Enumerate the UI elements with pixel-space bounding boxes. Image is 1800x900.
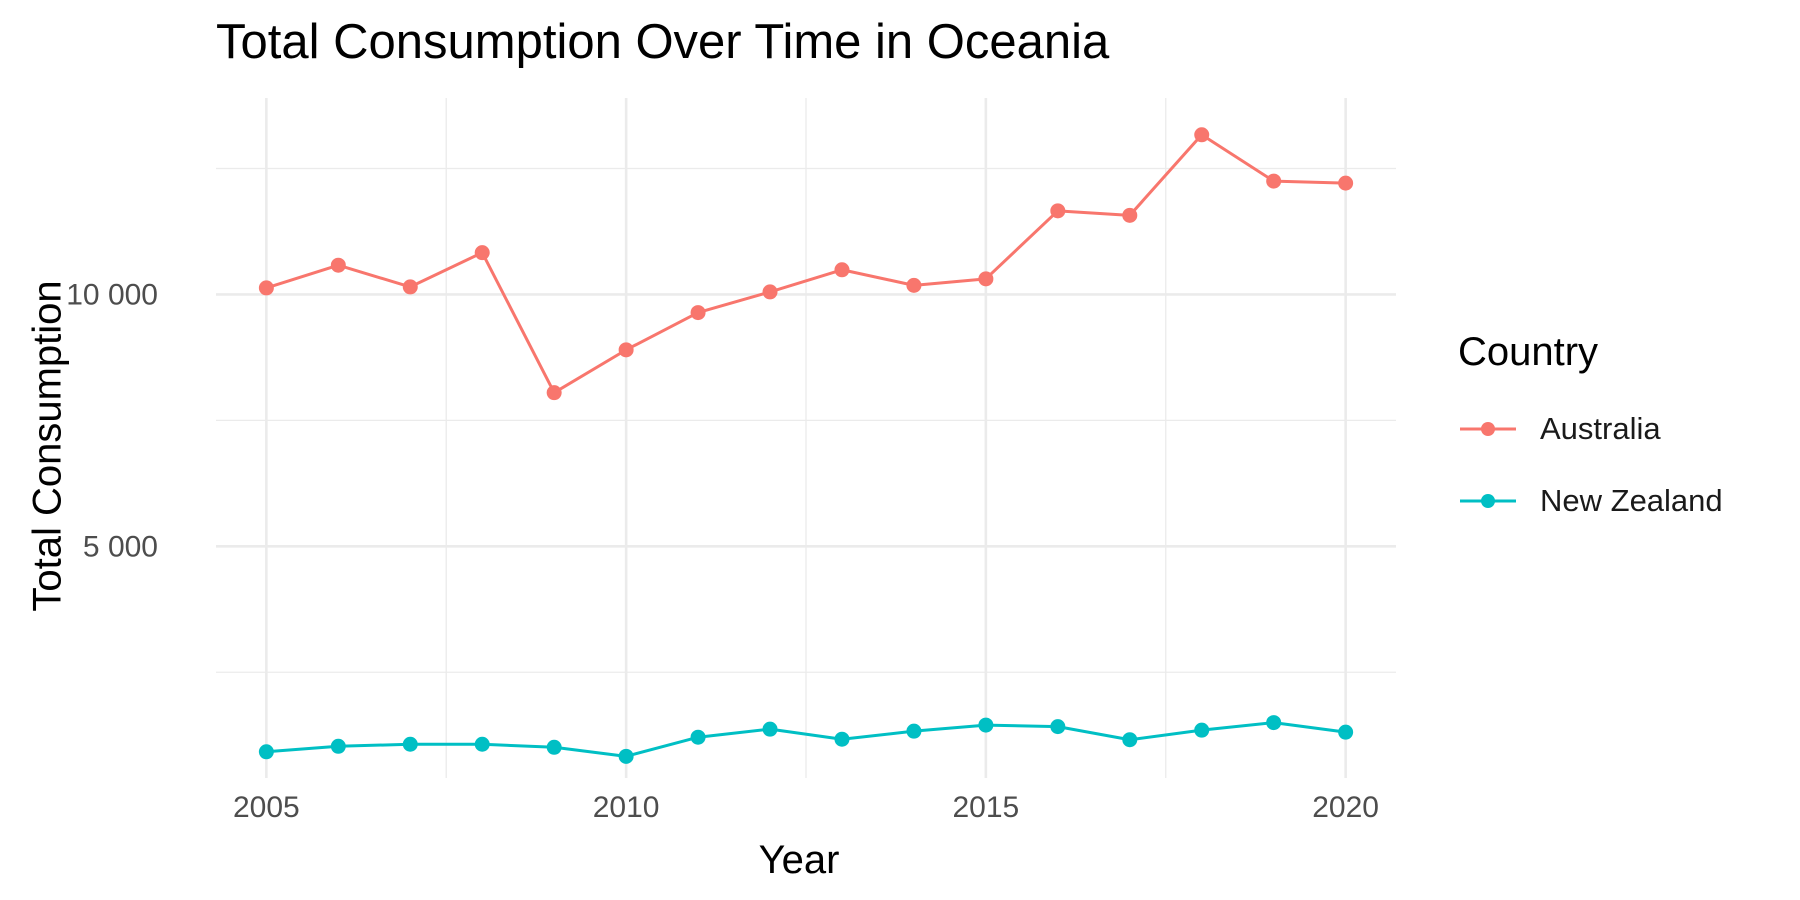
data-point-new-zealand [906,723,922,739]
major-gridlines [216,98,1396,778]
data-point-new-zealand [690,729,706,745]
series-line-australia [265,133,1346,395]
legend-label-new-zealand: New Zealand [1540,483,1723,518]
legend: Country Australia New Zealand [1458,330,1723,537]
data-point-australia [618,342,634,358]
data-point-australia [1266,173,1282,189]
legend-title: Country [1458,330,1599,374]
data-point-australia [546,385,562,401]
series-lines [265,133,1346,758]
data-point-australia [474,245,490,261]
data-point-new-zealand [402,736,418,752]
y-tick-label: 5 000 [83,530,158,563]
data-point-australia [906,277,922,293]
x-axis-title: Year [758,838,840,882]
x-tick-label: 2015 [953,791,1020,824]
x-tick-label: 2005 [233,791,300,824]
series-points [258,127,1354,764]
data-point-new-zealand [474,736,490,752]
data-point-new-zealand [762,721,778,737]
data-point-new-zealand [546,739,562,755]
data-point-new-zealand [618,748,634,764]
data-point-australia [258,280,274,296]
data-point-australia [762,284,778,300]
legend-label-australia: Australia [1540,411,1661,446]
legend-item-australia: Australia [1458,393,1723,465]
data-point-australia [1194,127,1210,143]
minor-gridlines [216,98,1396,778]
data-point-australia [1338,175,1354,191]
data-point-australia [978,271,994,287]
data-point-australia [1122,207,1138,223]
data-point-australia [1050,203,1066,219]
legend-marker-australia [1481,422,1495,436]
data-point-australia [330,257,346,273]
legend-key-new-zealand [1460,494,1516,508]
x-tick-label: 2020 [1312,791,1379,824]
data-point-new-zealand [1338,724,1354,740]
chart-title: Total Consumption Over Time in Oceania [216,15,1110,69]
data-point-australia [834,262,850,278]
x-tick-label: 2010 [593,791,660,824]
data-point-new-zealand [1194,722,1210,738]
data-point-new-zealand [258,744,274,760]
legend-marker-new-zealand [1481,494,1495,508]
data-point-new-zealand [330,738,346,754]
data-point-new-zealand [834,731,850,747]
data-point-new-zealand [978,717,994,733]
tick-labels: 2005 2010 2015 2020 5 000 10 000 [66,278,1379,824]
legend-item-new-zealand: New Zealand [1458,465,1723,537]
data-point-new-zealand [1050,719,1066,735]
legend-key-australia [1460,422,1516,436]
data-point-new-zealand [1122,732,1138,748]
data-point-australia [402,279,418,295]
data-point-new-zealand [1266,715,1282,731]
series-line-new-zealand [266,721,1346,758]
data-point-australia [690,305,706,321]
y-tick-label: 10 000 [66,278,158,311]
